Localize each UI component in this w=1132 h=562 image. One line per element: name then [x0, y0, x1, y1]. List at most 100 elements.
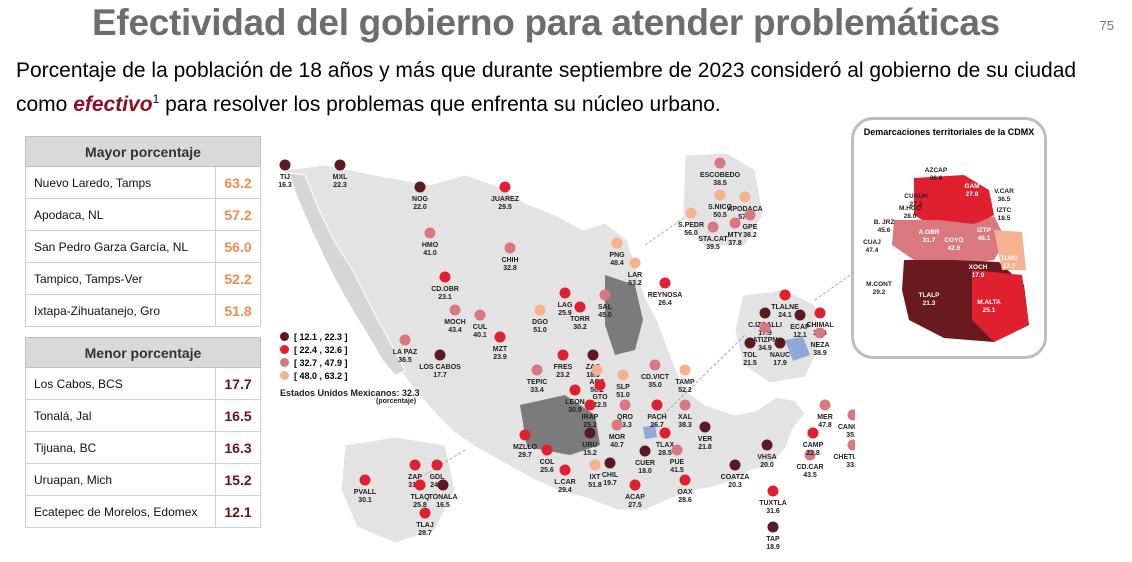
- city-code-label: TIJ: [280, 174, 290, 181]
- table-row: Los Cabos, BCS 17.7: [25, 367, 261, 400]
- city-code-label: CAMP: [803, 442, 824, 449]
- city-code-label: NOG: [412, 196, 429, 203]
- city-marker: [424, 227, 436, 239]
- city-marker: [714, 157, 726, 169]
- area-value-label: 27.8: [966, 191, 979, 198]
- city-marker: [409, 459, 421, 471]
- city-marker: [639, 445, 651, 457]
- city-code-label: REYNOSA: [648, 292, 683, 299]
- city-value-label: 18.0: [586, 372, 600, 379]
- subtitle-footnote-mark: 1: [152, 92, 160, 106]
- city-code-label: MTY: [728, 232, 743, 239]
- city-value-label: 32.8: [503, 265, 517, 272]
- city-code-label: CHIL: [602, 472, 619, 479]
- legend-label: [ 32.7 , 47.9 ]: [294, 357, 348, 368]
- city-value-label: 20.3: [728, 482, 742, 489]
- area-code-label: V.CAR: [994, 188, 1014, 195]
- city-value-label: 51.8: [588, 482, 602, 489]
- city-marker: [594, 379, 606, 391]
- area-value-label: 28.0: [904, 213, 917, 220]
- city-value-label: 43.3: [618, 422, 632, 429]
- area-code-label: IZTP: [977, 227, 992, 234]
- city-code-label: TORR: [570, 316, 590, 323]
- page-title: Efectividad del gobierno para atender pr…: [92, 2, 1000, 43]
- area-value-label: 25.1: [983, 307, 996, 314]
- city-value-label: 23.9: [493, 354, 507, 361]
- city-marker: [619, 399, 631, 411]
- city-value-label: 22.8: [806, 450, 820, 457]
- city-name: Tonalá, Jal: [25, 399, 216, 432]
- city-code-label: URU: [582, 442, 597, 449]
- area-code-label: TLHC: [1000, 255, 1018, 262]
- area-value-label: 48.1: [978, 235, 991, 242]
- city-marker: [279, 159, 291, 171]
- city-value: 57.2: [215, 198, 261, 231]
- area-code-label: GAM: [964, 183, 979, 190]
- city-value-label: 52.2: [678, 387, 692, 394]
- city-value: 16.3: [215, 431, 261, 464]
- city-marker: [611, 237, 623, 249]
- city-marker: [504, 242, 516, 254]
- city-value-label: 45.0: [598, 312, 612, 319]
- city-marker: [419, 507, 431, 519]
- city-code-label: IRAP: [582, 414, 599, 421]
- city-code-label: CHIMAL: [806, 322, 834, 329]
- table-row: San Pedro Garza García, NL 56.0: [25, 230, 261, 263]
- area-code-label: XOCH: [969, 264, 988, 271]
- city-value-label: 24.8: [430, 482, 444, 489]
- legend-item: [ 22.4 , 32.6 ]: [280, 343, 348, 356]
- city-value-label: 28.5: [658, 450, 672, 457]
- city-code-label: CD.OBR: [431, 286, 459, 293]
- city-marker: [685, 207, 697, 219]
- area-value-label: 29.2: [873, 289, 886, 296]
- city-marker: [557, 349, 569, 361]
- city-marker: [744, 337, 756, 349]
- city-marker: [629, 479, 641, 491]
- city-code-label: S.NICO: [708, 204, 733, 211]
- city-marker: [574, 301, 586, 313]
- legend-item: [ 12.1 , 22.3 ]: [280, 330, 348, 343]
- city-code-label: LEON: [565, 399, 584, 406]
- city-value-label: 28.6: [678, 497, 692, 504]
- city-marker: [584, 399, 596, 411]
- city-marker: [779, 289, 791, 301]
- city-code-label: PUE: [670, 459, 685, 466]
- city-code-label: LAG: [558, 302, 573, 309]
- city-value-label: 38.3: [678, 422, 692, 429]
- city-value-label: 16.5: [436, 502, 450, 509]
- legend-swatch: [280, 345, 289, 354]
- city-code-label: APODACA: [727, 206, 762, 213]
- city-code-label: LAR: [628, 272, 642, 279]
- subtitle-highlight: efectivo: [73, 93, 153, 116]
- city-marker: [541, 444, 553, 456]
- city-code-label: PACH: [647, 414, 666, 421]
- area-code-label: AZCAP: [925, 167, 948, 174]
- city-value-label: 26.7: [650, 422, 664, 429]
- city-marker: [729, 459, 741, 471]
- city-code-label: TUXTLA: [759, 500, 787, 507]
- city-marker: [759, 322, 771, 334]
- top-ranking-table: Mayor porcentaje Nuevo Laredo, Tamps 63.2…: [25, 136, 261, 327]
- city-code-label: TLALNE: [771, 304, 799, 311]
- city-marker: [767, 521, 779, 533]
- city-marker: [814, 327, 826, 339]
- city-code-label: TAP: [766, 536, 780, 543]
- city-code-label: MZT: [493, 346, 508, 353]
- area-code-label: CUAUH: [904, 193, 928, 200]
- city-value-label: 24.1: [778, 312, 792, 319]
- city-code-label: CANCUN: [838, 424, 855, 431]
- city-code-label: GDL: [430, 474, 446, 481]
- table-row: Tampico, Tamps-Ver 52.2: [25, 262, 261, 295]
- city-code-label: XAL: [678, 414, 693, 421]
- area-value-label: 17.9: [972, 272, 985, 279]
- monterrey-zoom: [682, 152, 764, 248]
- city-marker: [414, 181, 426, 193]
- city-code-label: FRES: [554, 364, 573, 371]
- legend-label: [ 12.1 , 22.3 ]: [294, 331, 348, 342]
- city-marker: [807, 427, 819, 439]
- city-marker: [439, 271, 451, 283]
- table-row: Ecatepec de Morelos, Edomex 12.1: [25, 495, 261, 528]
- city-value-label: 17.9: [758, 330, 772, 337]
